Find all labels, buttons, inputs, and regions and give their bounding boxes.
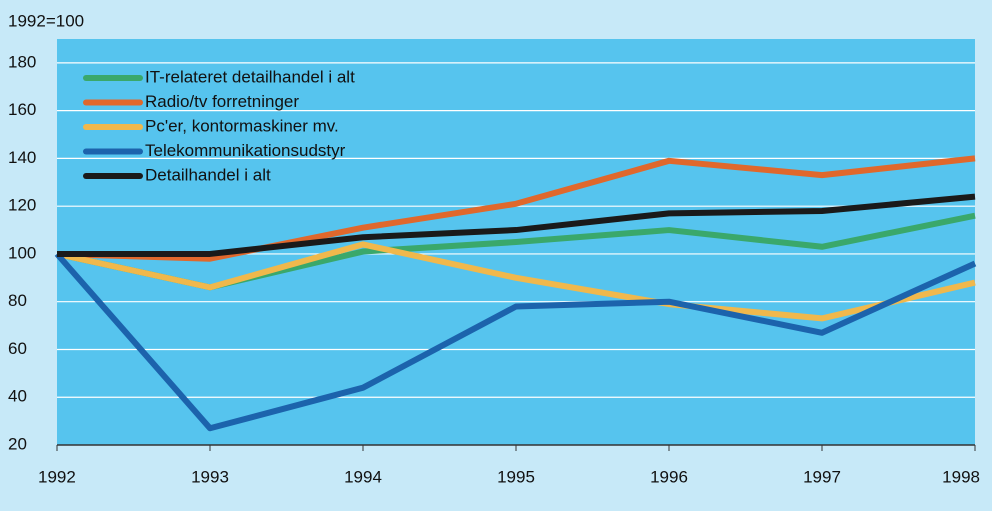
x-tick-label: 1996 [650, 467, 688, 486]
x-tick-label: 1994 [344, 467, 382, 486]
series-line [54, 251, 977, 432]
legend-label: Telekommunikationsudstyr [145, 141, 346, 160]
x-tick-label: 1992 [38, 467, 76, 486]
x-tick-label: 1993 [191, 467, 229, 486]
y-tick-label: 160 [8, 100, 36, 119]
series-line [56, 241, 976, 322]
y-tick-label: 60 [8, 339, 27, 358]
x-tick-label: 1997 [803, 467, 841, 486]
y-tick-label: 120 [8, 196, 36, 215]
y-tick-label: 180 [8, 52, 36, 71]
y-tick-label: 40 [8, 387, 27, 406]
x-tick-label: 1998 [942, 467, 980, 486]
legend-label: Pc'er, kontormaskiner mv. [145, 116, 339, 135]
x-tick-label: 1995 [497, 467, 535, 486]
y-tick-label: 80 [8, 291, 27, 310]
y-tick-label: 100 [8, 243, 36, 262]
legend-label: Detailhandel i alt [145, 165, 271, 184]
legend-label: Radio/tv forretninger [145, 92, 299, 111]
y-axis-label: 1992=100 [8, 11, 84, 30]
y-tick-label: 140 [8, 148, 36, 167]
y-tick-label: 20 [8, 434, 27, 453]
legend-label: IT-relateret detailhandel i alt [145, 67, 355, 86]
series-line [56, 155, 976, 262]
series-line [57, 193, 976, 257]
